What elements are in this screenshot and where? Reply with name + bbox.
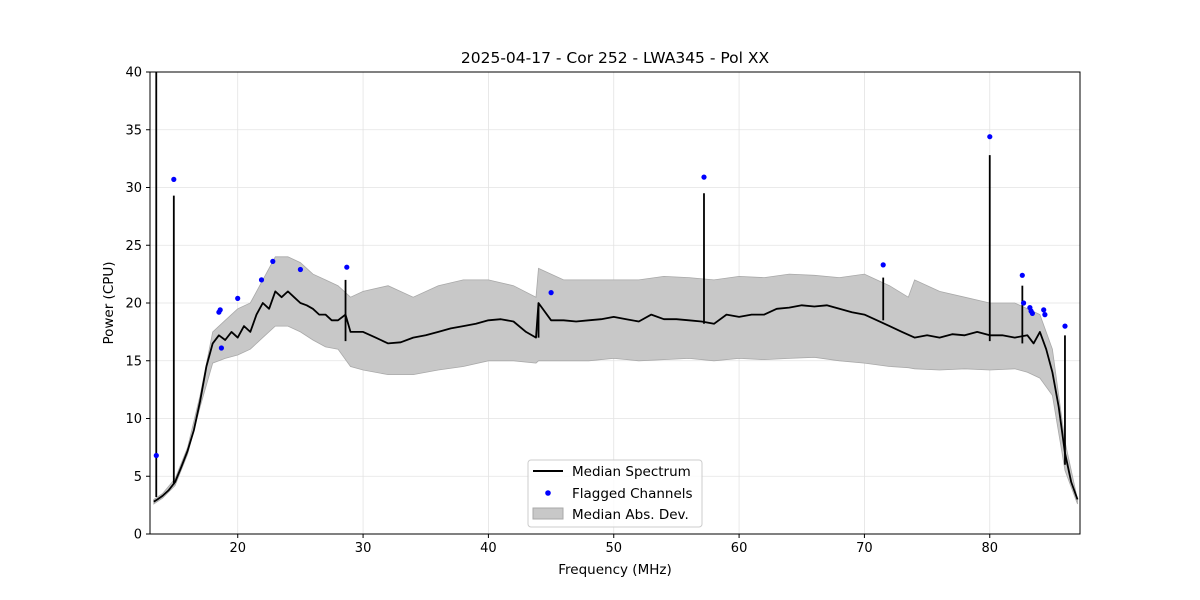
x-tick-label: 80 bbox=[981, 541, 998, 556]
flagged-channel-point bbox=[344, 264, 350, 270]
legend-label-mad: Median Abs. Dev. bbox=[572, 507, 689, 523]
legend-box bbox=[527, 459, 703, 528]
chart-title: 2025-04-17 - Cor 252 - LWA345 - Pol XX bbox=[461, 49, 770, 67]
y-tick-label: 0 bbox=[134, 528, 142, 543]
y-axis-label: Power (CPU) bbox=[101, 261, 117, 344]
y-tick-label: 40 bbox=[125, 66, 142, 81]
flagged-channel-point bbox=[1029, 310, 1035, 316]
flagged-channel-point bbox=[1021, 300, 1027, 306]
x-tick-label: 30 bbox=[355, 541, 372, 556]
flagged-channel-point bbox=[548, 290, 554, 296]
flagged-channel-point bbox=[217, 307, 223, 313]
flagged-channel-point bbox=[1042, 312, 1048, 318]
flagged-channel-point bbox=[235, 295, 241, 301]
y-tick-label: 35 bbox=[125, 123, 142, 138]
y-tick-label: 10 bbox=[125, 412, 142, 427]
y-tick-label: 15 bbox=[125, 354, 142, 369]
median-spectrum-line bbox=[153, 290, 1079, 503]
flagged-channel-point bbox=[218, 345, 224, 351]
x-tick-label: 50 bbox=[605, 541, 622, 556]
y-tick-label: 30 bbox=[125, 181, 142, 196]
x-tick-label: 60 bbox=[731, 541, 748, 556]
flagged-channel-point bbox=[270, 258, 276, 264]
flagged-points-layer bbox=[153, 134, 1068, 459]
legend-label-flagged: Flagged Channels bbox=[572, 486, 693, 502]
mad-band bbox=[153, 256, 1078, 505]
legend-dot-swatch bbox=[545, 490, 551, 496]
flagged-channel-point bbox=[297, 266, 303, 273]
flagged-channel-point bbox=[171, 176, 177, 182]
x-tick-label: 70 bbox=[856, 541, 873, 556]
flagged-channel-point bbox=[258, 277, 265, 283]
flagged-channel-point bbox=[153, 452, 159, 459]
legend-label-median: Median Spectrum bbox=[572, 464, 691, 480]
flagged-channel-point bbox=[1041, 307, 1047, 313]
x-axis-label: Frequency (MHz) bbox=[558, 562, 671, 578]
legend: Median Spectrum Flagged Channels Median … bbox=[527, 459, 703, 528]
flagged-channel-point bbox=[1019, 272, 1025, 278]
y-tick-label: 20 bbox=[125, 297, 142, 312]
flagged-channel-point bbox=[880, 262, 886, 268]
axis-ticks: 20 30 40 50 60 70 80 0 5 10 15 20 25 30 35 40 bbox=[125, 66, 998, 557]
flagged-channel-point bbox=[701, 174, 707, 180]
flagged-channel-point bbox=[1062, 323, 1068, 329]
y-tick-label: 25 bbox=[125, 239, 142, 254]
flagged-channel-point bbox=[987, 134, 993, 140]
x-tick-label: 40 bbox=[480, 541, 497, 556]
legend-band-swatch bbox=[532, 507, 564, 520]
x-tick-label: 20 bbox=[229, 541, 246, 556]
mad-band-layer bbox=[153, 256, 1078, 505]
y-tick-label: 5 bbox=[134, 470, 142, 485]
median-line-layer bbox=[153, 72, 1079, 503]
